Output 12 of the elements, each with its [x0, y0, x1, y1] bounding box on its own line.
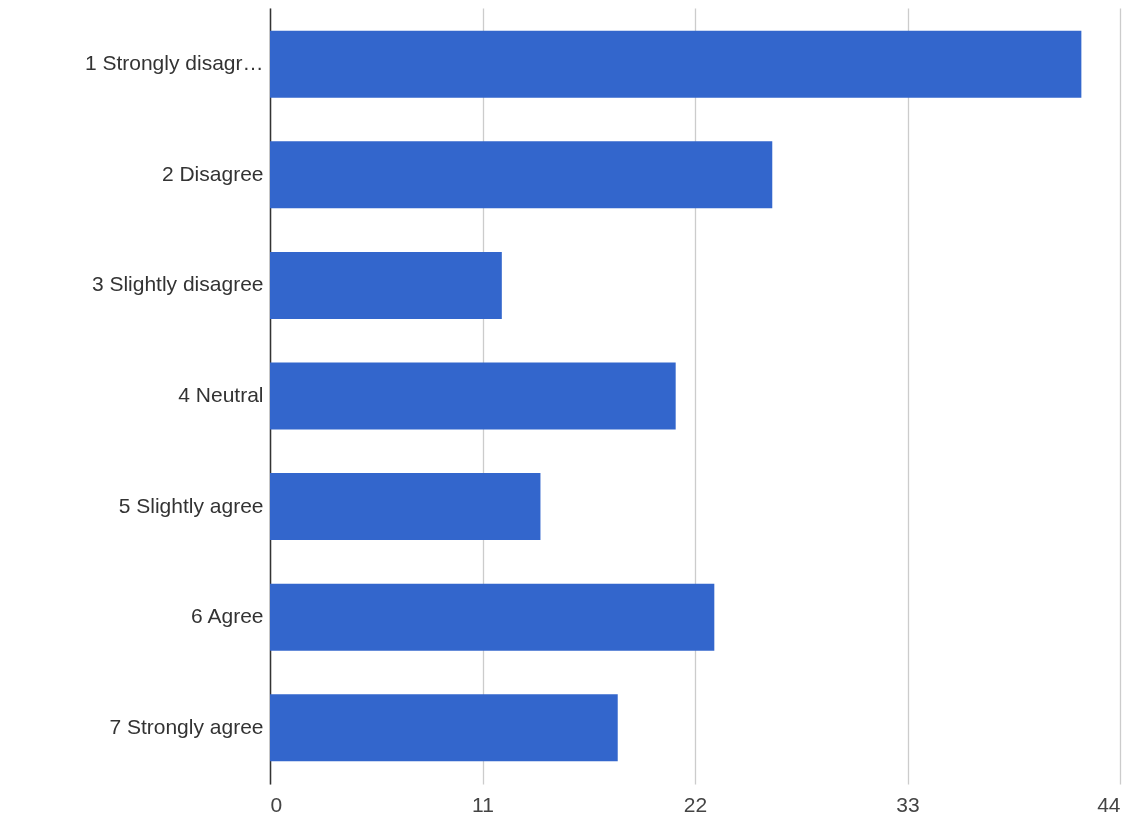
x-tick-label: 33 — [896, 792, 920, 816]
y-tick-label: 7 Strongly agree — [109, 714, 264, 738]
y-tick-label: 3 Slightly disagree — [91, 272, 264, 296]
y-tick-label: 1 Strongly disagr… — [84, 51, 264, 75]
y-tick-label: 5 Slightly agree — [118, 493, 264, 517]
x-tick-label: 0 — [270, 792, 283, 816]
y-tick-label: 4 Neutral — [178, 383, 264, 406]
x-tick-label: 11 — [472, 792, 494, 816]
x-tick-label: 44 — [1097, 792, 1121, 816]
y-tick-label: 6 Agree — [191, 604, 264, 628]
x-tick-label: 22 — [683, 792, 708, 816]
y-tick-label: 2 Disagree — [161, 161, 264, 185]
